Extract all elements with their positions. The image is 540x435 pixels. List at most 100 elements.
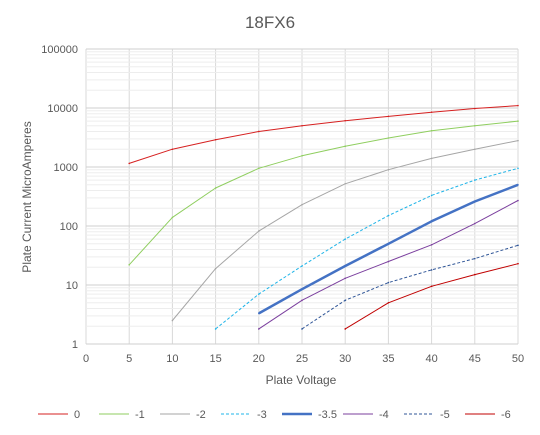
series-line--3: [215, 167, 519, 330]
x-tick-label: 30: [339, 353, 351, 365]
data-point: [301, 124, 303, 127]
legend-label: -1: [135, 409, 145, 421]
x-tick-label: 15: [209, 353, 221, 365]
data-point: [171, 216, 174, 219]
x-tick-label: 0: [83, 353, 89, 365]
legend-item: -2: [160, 409, 206, 421]
data-point: [344, 328, 347, 330]
x-tick-label: 35: [382, 353, 394, 365]
y-axis-label: Plate Current MicroAmperes: [20, 121, 34, 272]
legend-label: -4: [379, 409, 389, 421]
legend-label: -2: [196, 409, 206, 421]
data-point: [387, 168, 390, 171]
legend-item: -3: [221, 409, 267, 421]
data-point: [474, 257, 476, 260]
data-point: [258, 293, 260, 295]
x-tick-label: 10: [166, 353, 178, 365]
data-point: [474, 222, 476, 225]
data-point: [214, 328, 217, 330]
data-point: [430, 244, 433, 246]
legend: 0 -1 -2 -3 -3.5 -4 -5 -6: [38, 409, 511, 421]
data-point: [430, 285, 433, 288]
y-tick-label: 10000: [47, 103, 78, 115]
data-point: [474, 124, 476, 127]
data-point: [344, 145, 347, 148]
data-point: [387, 281, 390, 284]
data-point: [430, 157, 433, 160]
x-tick-label: 40: [425, 353, 437, 365]
data-point: [430, 111, 433, 113]
data-point: [387, 137, 390, 139]
data-point: [171, 148, 174, 151]
grid-lines: [85, 48, 519, 345]
legend-label: -5: [440, 409, 450, 421]
data-point: [387, 242, 390, 245]
x-tick-label: 20: [253, 353, 265, 365]
data-point: [517, 167, 519, 170]
data-point: [258, 230, 260, 232]
x-tick-label: 50: [512, 353, 524, 365]
data-point: [430, 220, 433, 223]
y-tick-label: 1: [72, 339, 78, 351]
legend-item: -4: [343, 409, 389, 421]
data-point: [430, 194, 433, 197]
data-point: [517, 199, 519, 202]
data-point: [128, 162, 130, 165]
data-point: [430, 130, 433, 132]
x-tick-label: 45: [469, 353, 481, 365]
data-point: [344, 277, 347, 280]
data-point: [258, 167, 260, 170]
data-point: [214, 267, 217, 270]
data-point: [517, 244, 519, 247]
y-tick-label: 100: [60, 221, 78, 233]
data-point: [344, 265, 347, 267]
data-point: [474, 107, 476, 110]
data-point: [301, 265, 303, 267]
data-point: [301, 154, 303, 157]
data-point: [301, 203, 303, 206]
data-point: [474, 200, 476, 203]
data-point: [430, 269, 433, 271]
data-point: [214, 138, 217, 141]
legend-item: -6: [465, 409, 511, 421]
data-point: [387, 260, 390, 263]
data-point: [171, 319, 174, 322]
chart-title: 18FX6: [245, 13, 295, 32]
data-point: [474, 273, 476, 276]
data-point: [474, 148, 476, 151]
data-point: [301, 299, 303, 302]
x-tick-label: 5: [126, 353, 132, 365]
data-point: [344, 119, 347, 122]
axes: 0 5 10 15 20 25 30 35 40 45 50 1 10 100 1000 10000 10000…: [41, 44, 524, 365]
series-lines: [128, 104, 519, 330]
y-tick-label: 10: [66, 280, 78, 292]
series-line--5: [301, 244, 519, 330]
data-point: [258, 312, 260, 315]
legend-item: 0: [38, 409, 80, 421]
x-axis-label: Plate Voltage: [266, 373, 337, 387]
data-point: [214, 187, 217, 189]
data-point: [517, 183, 519, 186]
data-point: [301, 328, 303, 330]
data-point: [387, 214, 390, 217]
legend-item: -3.5: [282, 409, 337, 421]
data-point: [474, 179, 476, 181]
y-tick-label: 1000: [54, 162, 78, 174]
series-line--1: [128, 120, 519, 266]
data-point: [517, 104, 519, 107]
data-point: [258, 328, 260, 330]
data-point: [344, 299, 347, 302]
data-point: [301, 288, 303, 290]
legend-label: 0: [74, 409, 80, 421]
y-tick-label: 100000: [41, 44, 78, 56]
legend-label: -6: [501, 409, 511, 421]
data-point: [387, 115, 390, 118]
data-point: [258, 130, 260, 133]
data-point: [517, 120, 519, 122]
data-point: [387, 301, 390, 304]
data-point: [517, 262, 519, 265]
data-point: [344, 238, 347, 240]
data-point: [344, 182, 347, 185]
